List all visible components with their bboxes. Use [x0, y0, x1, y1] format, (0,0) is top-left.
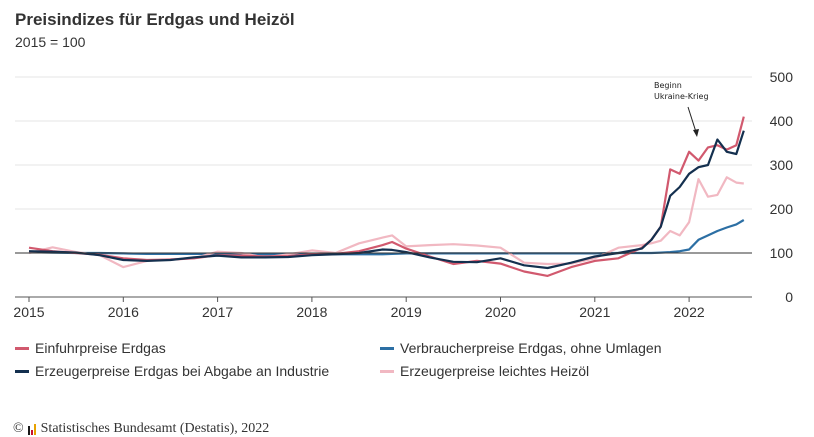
- legend-label: Verbraucherpreise Erdgas, ohne Umlagen: [400, 340, 662, 356]
- x-tick-label: 2018: [296, 304, 327, 320]
- annotation-text-line1: Beginn: [654, 81, 682, 90]
- destatis-logo-icon: [27, 423, 37, 435]
- legend-swatch: [15, 369, 29, 373]
- x-tick-label: 2021: [579, 304, 610, 320]
- annotation: Beginn Ukraine-Krieg: [654, 81, 709, 137]
- y-tick-label: 400: [770, 113, 794, 129]
- legend-swatch: [15, 346, 29, 350]
- x-tick-label: 2019: [391, 304, 422, 320]
- legend-item-einfuhrpreise: Einfuhrpreise Erdgas: [15, 340, 166, 356]
- legend-label: Erzeugerpreise Erdgas bei Abgabe an Indu…: [35, 363, 330, 379]
- y-tick-label: 100: [770, 245, 794, 261]
- x-tick-label: 2015: [13, 304, 44, 320]
- legend-item-erzeugerpreise-erdgas: Erzeugerpreise Erdgas bei Abgabe an Indu…: [15, 363, 329, 379]
- x-tick-label: 2022: [674, 304, 705, 320]
- legend-swatch: [380, 346, 394, 350]
- legend-swatch: [380, 369, 394, 373]
- chart-title: Preisindizes für Erdgas und Heizöl: [15, 10, 295, 29]
- legend-item-heizoel: Erzeugerpreise leichtes Heizöl: [380, 363, 589, 379]
- legend-label: Erzeugerpreise leichtes Heizöl: [400, 363, 590, 379]
- source-credit: © Statistisches Bundesamt (Destatis), 20…: [13, 421, 269, 437]
- series-lines: [15, 116, 752, 277]
- copyright-symbol: ©: [13, 421, 24, 436]
- y-axis: 0 100 200 300 400 500: [770, 69, 794, 305]
- x-tick-label: 2017: [202, 304, 233, 320]
- y-tick-label: 300: [770, 157, 794, 173]
- annotation-arrow: [687, 106, 697, 133]
- legend-label: Einfuhrpreise Erdgas: [35, 340, 166, 356]
- gridlines: [15, 76, 752, 210]
- line-chart: 0 100 200 300 400 500 2015 2016 2017 2018 2019 202…: [13, 69, 794, 320]
- legend-item-verbraucherpreise: Verbraucherpreise Erdgas, ohne Umlagen: [380, 340, 662, 356]
- y-tick-label: 500: [770, 69, 794, 85]
- source-text: Statistisches Bundesamt (Destatis), 2022: [40, 421, 270, 436]
- x-axis: 2015 2016 2017 2018 2019 2020 2021 2022: [13, 296, 752, 320]
- x-tick-label: 2016: [108, 304, 139, 320]
- y-tick-label: 200: [770, 201, 794, 217]
- annotation-arrowhead: [693, 129, 699, 137]
- x-tick-label: 2020: [485, 304, 516, 320]
- annotation-text-line2: Ukraine-Krieg: [654, 92, 709, 101]
- y-tick-label: 0: [785, 289, 793, 305]
- chart-subtitle: 2015 = 100: [15, 34, 86, 50]
- series-line-2: [28, 130, 745, 270]
